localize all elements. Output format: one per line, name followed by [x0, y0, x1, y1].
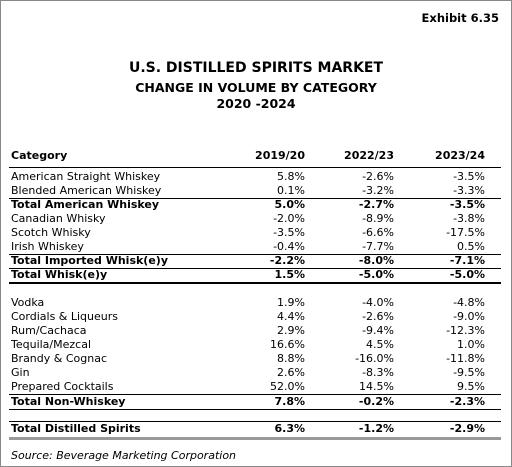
row-label: Blended American Whiskey: [11, 184, 162, 197]
row-value: 0.1%: [277, 184, 305, 197]
rule: [9, 268, 501, 269]
row-value: 0.5%: [457, 240, 485, 253]
row-value: -2.2%: [269, 254, 305, 267]
rule: [9, 167, 501, 168]
row-value: -7.7%: [362, 240, 394, 253]
row-value: 5.8%: [277, 170, 305, 183]
row-value: 16.6%: [270, 338, 305, 351]
row-label: Gin: [11, 366, 30, 379]
row-label: Cordials & Liqueurs: [11, 310, 119, 323]
row-value: -5.0%: [358, 268, 394, 281]
column-header-value: 2023/24: [435, 149, 485, 162]
rule: [9, 282, 501, 284]
row-label: Total Distilled Spirits: [11, 422, 141, 435]
row-label: Total Imported Whisk(e)y: [11, 254, 168, 267]
rule: [9, 421, 501, 422]
column-header-value: 2022/23: [344, 149, 394, 162]
row-value: -3.8%: [453, 212, 485, 225]
row-label: Vodka: [11, 296, 45, 309]
row-value: -7.1%: [449, 254, 485, 267]
row-label: Scotch Whisky: [11, 226, 91, 239]
rule: [9, 437, 501, 440]
rule: [9, 254, 501, 255]
row-value: -2.0%: [273, 212, 305, 225]
exhibit-number: Exhibit 6.35: [421, 11, 499, 25]
row-value: -0.2%: [358, 395, 394, 408]
row-label: Brandy & Cognac: [11, 352, 107, 365]
row-label: Total Whisk(e)y: [11, 268, 108, 281]
row-label: Prepared Cocktails: [11, 380, 114, 393]
row-value: -8.0%: [358, 254, 394, 267]
row-value: 1.0%: [457, 338, 485, 351]
subtitle: CHANGE IN VOLUME BY CATEGORY: [135, 80, 377, 95]
row-value: 9.5%: [457, 380, 485, 393]
rule: [9, 198, 501, 199]
row-value: 4.4%: [277, 310, 305, 323]
row-value: -3.5%: [449, 198, 485, 211]
row-value: -11.8%: [446, 352, 485, 365]
row-value: -17.5%: [446, 226, 485, 239]
row-value: -3.5%: [453, 170, 485, 183]
row-value: -2.9%: [449, 422, 485, 435]
row-value: -4.8%: [453, 296, 485, 309]
row-value: 5.0%: [274, 198, 305, 211]
rule: [9, 394, 501, 395]
row-label: American Straight Whiskey: [11, 170, 161, 183]
row-value: -2.6%: [362, 170, 394, 183]
row-value: 2.9%: [277, 324, 305, 337]
row-value: -3.5%: [273, 226, 305, 239]
row-value: -8.3%: [362, 366, 394, 379]
rule: [9, 409, 501, 410]
row-value: -5.0%: [449, 268, 485, 281]
row-value: -16.0%: [355, 352, 394, 365]
row-value: 6.3%: [274, 422, 305, 435]
row-value: 52.0%: [270, 380, 305, 393]
column-header-label: Category: [11, 149, 68, 162]
row-value: 1.5%: [274, 268, 305, 281]
row-label: Total American Whiskey: [11, 198, 160, 211]
column-header-value: 2019/20: [255, 149, 305, 162]
row-value: -3.3%: [453, 184, 485, 197]
row-label: Irish Whiskey: [11, 240, 84, 253]
row-value: 4.5%: [366, 338, 394, 351]
row-value: 14.5%: [359, 380, 394, 393]
row-value: -2.7%: [358, 198, 394, 211]
row-value: 8.8%: [277, 352, 305, 365]
row-value: 2.6%: [277, 366, 305, 379]
row-value: -9.0%: [453, 310, 485, 323]
row-label: Canadian Whisky: [11, 212, 106, 225]
row-value: -0.4%: [273, 240, 305, 253]
row-value: -2.3%: [449, 395, 485, 408]
row-value: -8.9%: [362, 212, 394, 225]
row-value: 7.8%: [274, 395, 305, 408]
row-value: -1.2%: [358, 422, 394, 435]
title: U.S. DISTILLED SPIRITS MARKET: [128, 60, 384, 76]
row-value: -12.3%: [446, 324, 485, 337]
row-label: Tequila/Mezcal: [11, 338, 92, 351]
row-label: Total Non-Whiskey: [11, 395, 126, 408]
period: 2020 -2024: [216, 96, 296, 111]
row-value: -6.6%: [362, 226, 394, 239]
row-value: -9.5%: [453, 366, 485, 379]
row-value: -3.2%: [362, 184, 394, 197]
source: Source: Beverage Marketing Corporation: [11, 449, 237, 462]
row-value: -4.0%: [362, 296, 394, 309]
row-label: Rum/Cachaca: [11, 324, 87, 337]
row-value: -2.6%: [362, 310, 394, 323]
row-value: -9.4%: [362, 324, 394, 337]
row-value: 1.9%: [277, 296, 305, 309]
